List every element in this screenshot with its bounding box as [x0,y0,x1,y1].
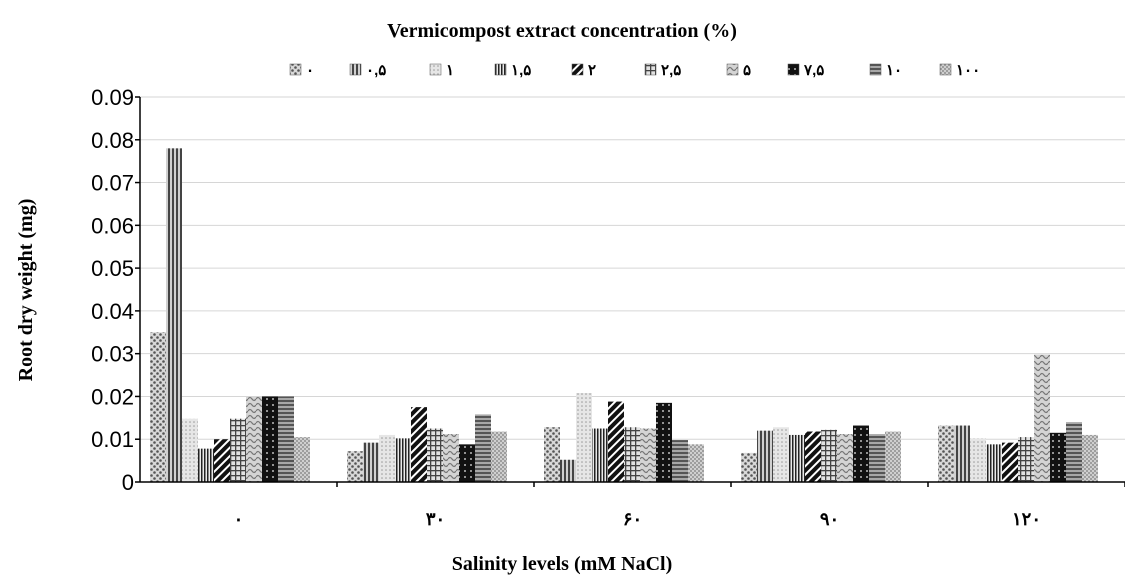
bar-2-9 [475,414,491,482]
legend-entry: ٢ [588,62,596,79]
bar-1-7 [246,396,262,482]
bar-4-9 [869,434,885,482]
bar-1-1 [150,332,166,482]
legend-entry: ٧,۵ [803,62,824,79]
legend-entry: ١٠٠ [956,62,980,79]
bar-3-5 [608,401,624,482]
x-axis-ticks: ٠ ٣٠ ۶٠ ٩٠ ١٢٠ [234,509,1041,529]
bar-4-1 [741,452,757,482]
bar-3-3 [576,393,592,482]
bar-4-10 [885,431,901,482]
legend: ٠ ٠,۵ ١ ١,۵ ٢ ٢,۵ ۵ ٧,۵ ١٠ ١٠٠ [289,62,980,79]
bar-3-4 [592,428,608,482]
bar-1-9 [278,396,294,482]
y-tick-label: 0.04 [91,299,134,324]
y-tick-label: 0.07 [91,171,134,196]
bar-5-1 [938,425,954,482]
bar-1-6 [230,418,246,482]
bar-5-3 [970,438,986,482]
bar-2-7 [443,434,459,482]
legend-entry: ١,۵ [511,62,531,79]
x-tick-label: ١٢٠ [1012,509,1041,529]
y-axis-ticks: 0 0.01 0.02 0.03 0.04 0.05 0.06 0.07 0.08 0.09 [91,85,134,495]
bar-5-8 [1050,432,1066,482]
bar-4-3 [773,427,789,482]
bar-5-5 [1002,442,1018,482]
bar-4-5 [805,431,821,482]
bars [150,148,1098,483]
bar-5-6 [1018,437,1034,482]
bar-4-8 [853,425,869,482]
bar-4-6 [821,429,837,482]
legend-entry: ٠,۵ [366,62,386,79]
x-tick-label: ٠ [234,509,244,529]
bar-3-8 [656,402,672,482]
y-tick-label: 0.01 [91,427,134,452]
y-tick-label: 0.08 [91,128,134,153]
bar-1-8 [262,396,278,482]
bar-2-2 [363,442,379,482]
bar-3-7 [640,428,656,482]
gridlines [140,96,1125,440]
bar-2-3 [379,434,395,482]
legend-entry: ۵ [743,62,751,79]
bar-2-1 [347,451,363,482]
legend-entry: ١ [446,62,454,79]
chart-title: Vermicompost extract concentration (%) [387,20,737,42]
bar-3-10 [688,444,704,482]
bar-2-8 [459,444,475,482]
legend-swatch [787,63,800,76]
bar-3-1 [544,427,560,482]
x-tick-label: ۶٠ [623,509,642,529]
bar-1-5 [214,439,230,482]
legend-entry: ١٠ [886,62,902,79]
legend-swatch [726,63,739,76]
bar-4-7 [837,434,853,482]
axes [135,96,1125,487]
bar-4-4 [789,434,805,482]
x-tick-label: ٣٠ [426,509,445,529]
bar-1-2 [166,148,182,483]
y-tick-label: 0 [122,470,134,495]
bar-5-2 [954,425,970,482]
bar-5-9 [1066,422,1082,482]
bar-2-10 [491,431,507,482]
bar-3-2 [560,459,576,482]
bar-1-4 [198,448,214,482]
x-axis-label: Salinity levels (mM NaCl) [452,553,673,575]
legend-entry: ٠ [306,62,314,79]
y-tick-label: 0.05 [91,256,134,281]
bar-2-6 [427,428,443,482]
legend-swatch [571,63,584,76]
bar-2-5 [411,407,427,482]
y-tick-label: 0.06 [91,213,134,238]
bar-3-6 [624,427,640,482]
legend-swatch [429,63,442,76]
x-tick-label: ٩٠ [820,509,839,529]
legend-swatch [869,63,882,76]
y-tick-label: 0.02 [91,384,134,409]
bar-2-4 [395,438,411,482]
y-tick-label: 0.09 [91,85,134,110]
bar-5-7 [1034,354,1050,482]
bar-5-4 [986,444,1002,482]
bar-4-2 [757,430,773,482]
y-axis-label: Root dry weight (mg) [15,199,37,382]
y-tick-label: 0.03 [91,342,134,367]
legend-swatch [494,63,507,76]
legend-swatch [289,63,302,76]
legend-swatch [349,63,362,76]
legend-swatch [939,63,952,76]
bar-5-10 [1082,434,1098,482]
legend-entry: ٢,۵ [661,62,681,79]
bar-1-3 [182,418,198,482]
legend-swatch [644,63,657,76]
bar-1-10 [294,437,310,482]
bar-3-9 [672,440,688,482]
